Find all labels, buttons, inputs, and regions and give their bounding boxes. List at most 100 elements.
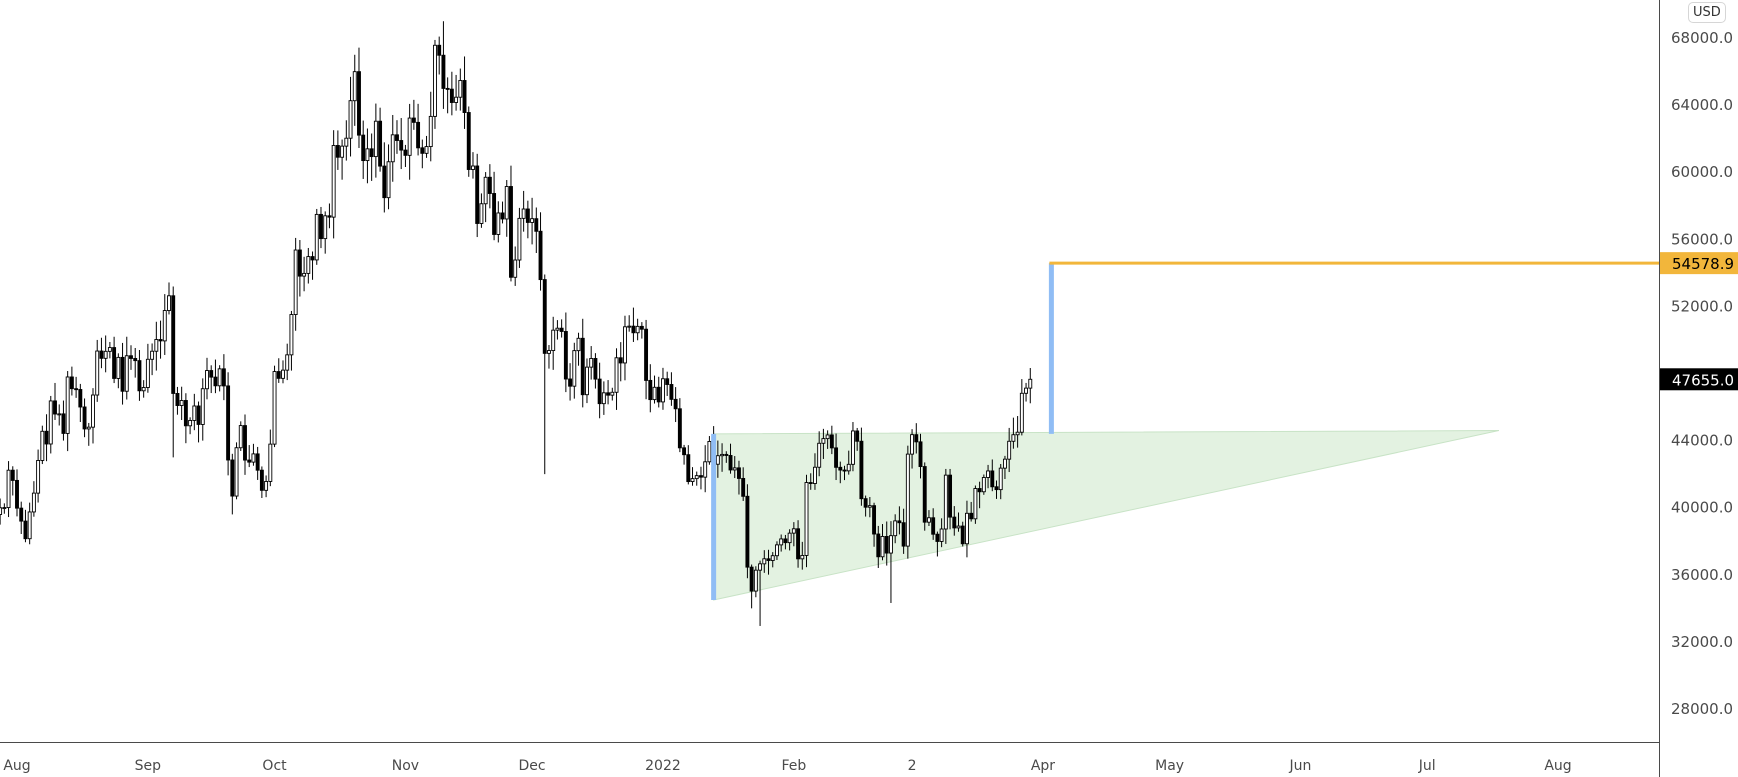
candle <box>183 393 188 444</box>
price-tick-label: 64000.0 <box>1671 96 1733 114</box>
candle-body <box>538 230 543 281</box>
candle <box>838 461 843 484</box>
candle-body <box>112 347 117 379</box>
candle <box>462 56 467 129</box>
candle <box>179 386 184 421</box>
candle-body <box>863 498 868 508</box>
candle-body <box>690 478 695 483</box>
candle <box>538 212 543 291</box>
candle-body <box>369 148 374 158</box>
candle-body <box>91 394 95 428</box>
candle-body <box>808 482 813 484</box>
candle-body <box>1002 458 1007 469</box>
candle-body <box>424 146 429 154</box>
candle-body <box>357 71 361 136</box>
candle-body <box>737 467 741 479</box>
candle-body <box>977 488 982 493</box>
candle <box>124 336 129 400</box>
candle-body <box>922 466 927 523</box>
candle <box>661 367 665 410</box>
candle <box>821 428 826 459</box>
candle-body <box>162 310 167 342</box>
candle <box>800 541 805 570</box>
candle-body <box>69 376 74 390</box>
candle-body <box>585 366 589 396</box>
candle <box>57 404 62 426</box>
candle <box>74 376 79 398</box>
candle <box>352 54 357 126</box>
candle-body <box>433 44 437 117</box>
candle <box>960 521 965 547</box>
candle-body <box>458 80 463 98</box>
candle <box>796 520 801 568</box>
candle-body <box>851 430 855 465</box>
candle <box>791 522 796 547</box>
candle <box>65 371 70 452</box>
candle <box>762 550 767 573</box>
time-tick-label: Aug <box>1544 758 1571 774</box>
candle <box>770 552 775 568</box>
candle <box>386 144 391 210</box>
candle-body <box>939 528 944 542</box>
candle <box>310 251 315 280</box>
candle-body <box>196 405 201 425</box>
candle-body <box>289 314 294 356</box>
candle <box>23 509 28 543</box>
candle <box>264 475 269 498</box>
candle-body <box>382 165 387 199</box>
candle-body <box>255 453 260 471</box>
candle-body <box>390 134 395 163</box>
candle-body <box>669 384 674 400</box>
candle <box>639 322 644 339</box>
candle <box>306 247 311 284</box>
time-tick-label: Aug <box>3 758 30 774</box>
candle-body <box>441 54 446 89</box>
candle-body <box>910 434 915 455</box>
candle <box>589 346 594 380</box>
candle-body <box>281 369 285 379</box>
candle-body <box>901 522 906 547</box>
candle <box>876 525 881 568</box>
candle-body <box>217 368 222 387</box>
candle <box>585 358 589 404</box>
candle-body <box>243 425 247 461</box>
price-tick-label: 56000.0 <box>1671 230 1733 248</box>
candle <box>618 342 623 382</box>
candle <box>652 375 657 404</box>
candle-body <box>44 430 49 445</box>
candle <box>445 77 450 114</box>
price-axis[interactable]: 68000.0 64000.0 60000.0 56000.0 52000.0 44000… <box>1671 29 1733 718</box>
candle <box>956 512 961 532</box>
candle-body <box>770 555 775 561</box>
candle <box>133 347 138 378</box>
candle-body <box>918 441 923 468</box>
candle <box>281 360 285 384</box>
candle <box>205 357 209 400</box>
candle <box>753 566 758 598</box>
candle <box>1011 417 1016 449</box>
currency-button[interactable]: USD <box>1688 2 1726 23</box>
candle <box>779 534 784 552</box>
candle-body <box>124 355 129 392</box>
candle <box>378 107 383 172</box>
candle <box>226 372 231 476</box>
candle-body <box>800 554 805 560</box>
candle <box>78 383 83 422</box>
candle-body <box>1007 440 1012 460</box>
candle-body <box>487 176 492 194</box>
candle <box>897 506 902 535</box>
candle-body <box>834 447 839 468</box>
candle <box>665 371 670 396</box>
price-tick-label: 60000.0 <box>1671 163 1733 181</box>
candle <box>914 423 919 454</box>
candle <box>580 318 585 408</box>
candle <box>715 440 720 478</box>
candle <box>319 206 323 249</box>
time-tick-label: Apr <box>1031 758 1055 774</box>
time-axis[interactable]: Aug Sep Oct Nov Dec 2022 Feb 2 Apr May Jun Jul Aug <box>3 758 1571 774</box>
candle <box>188 417 193 435</box>
candle-body <box>724 453 729 456</box>
candle <box>593 353 598 389</box>
candle <box>825 430 830 449</box>
